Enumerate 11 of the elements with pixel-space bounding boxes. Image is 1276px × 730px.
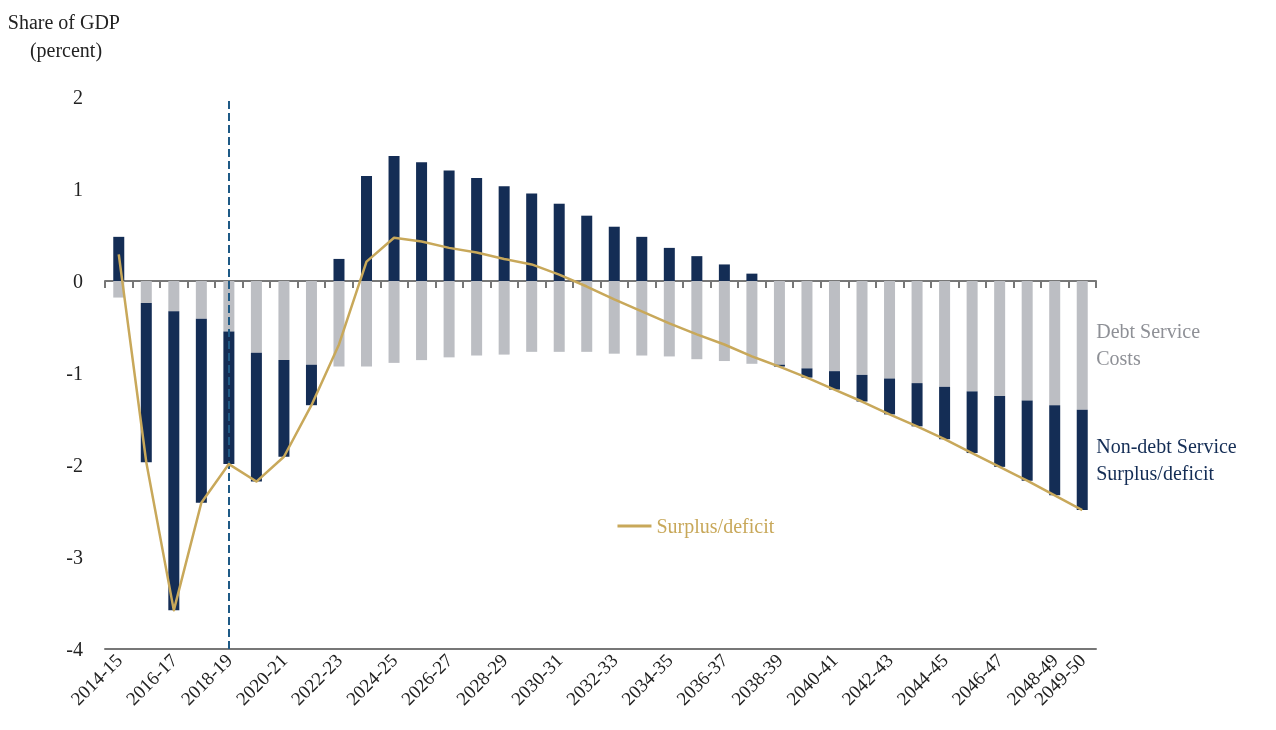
y-tick-label: 1	[73, 178, 83, 200]
y-tick-label: 2	[73, 86, 83, 108]
y-tick-label: -3	[66, 546, 83, 568]
series-label: Non-debt Service Surplus/deficit	[1096, 433, 1238, 487]
y-tick-label: 0	[73, 270, 83, 292]
y-tick-label: -2	[66, 454, 83, 476]
y-tick-label: -4	[66, 638, 83, 660]
y-tick-label: -1	[66, 362, 83, 384]
y-axis-title: Share of GDP (percent)	[7, 11, 125, 62]
series-label: Debt Service Costs	[1096, 319, 1202, 372]
legend-label: Surplus/deficit	[656, 515, 775, 538]
